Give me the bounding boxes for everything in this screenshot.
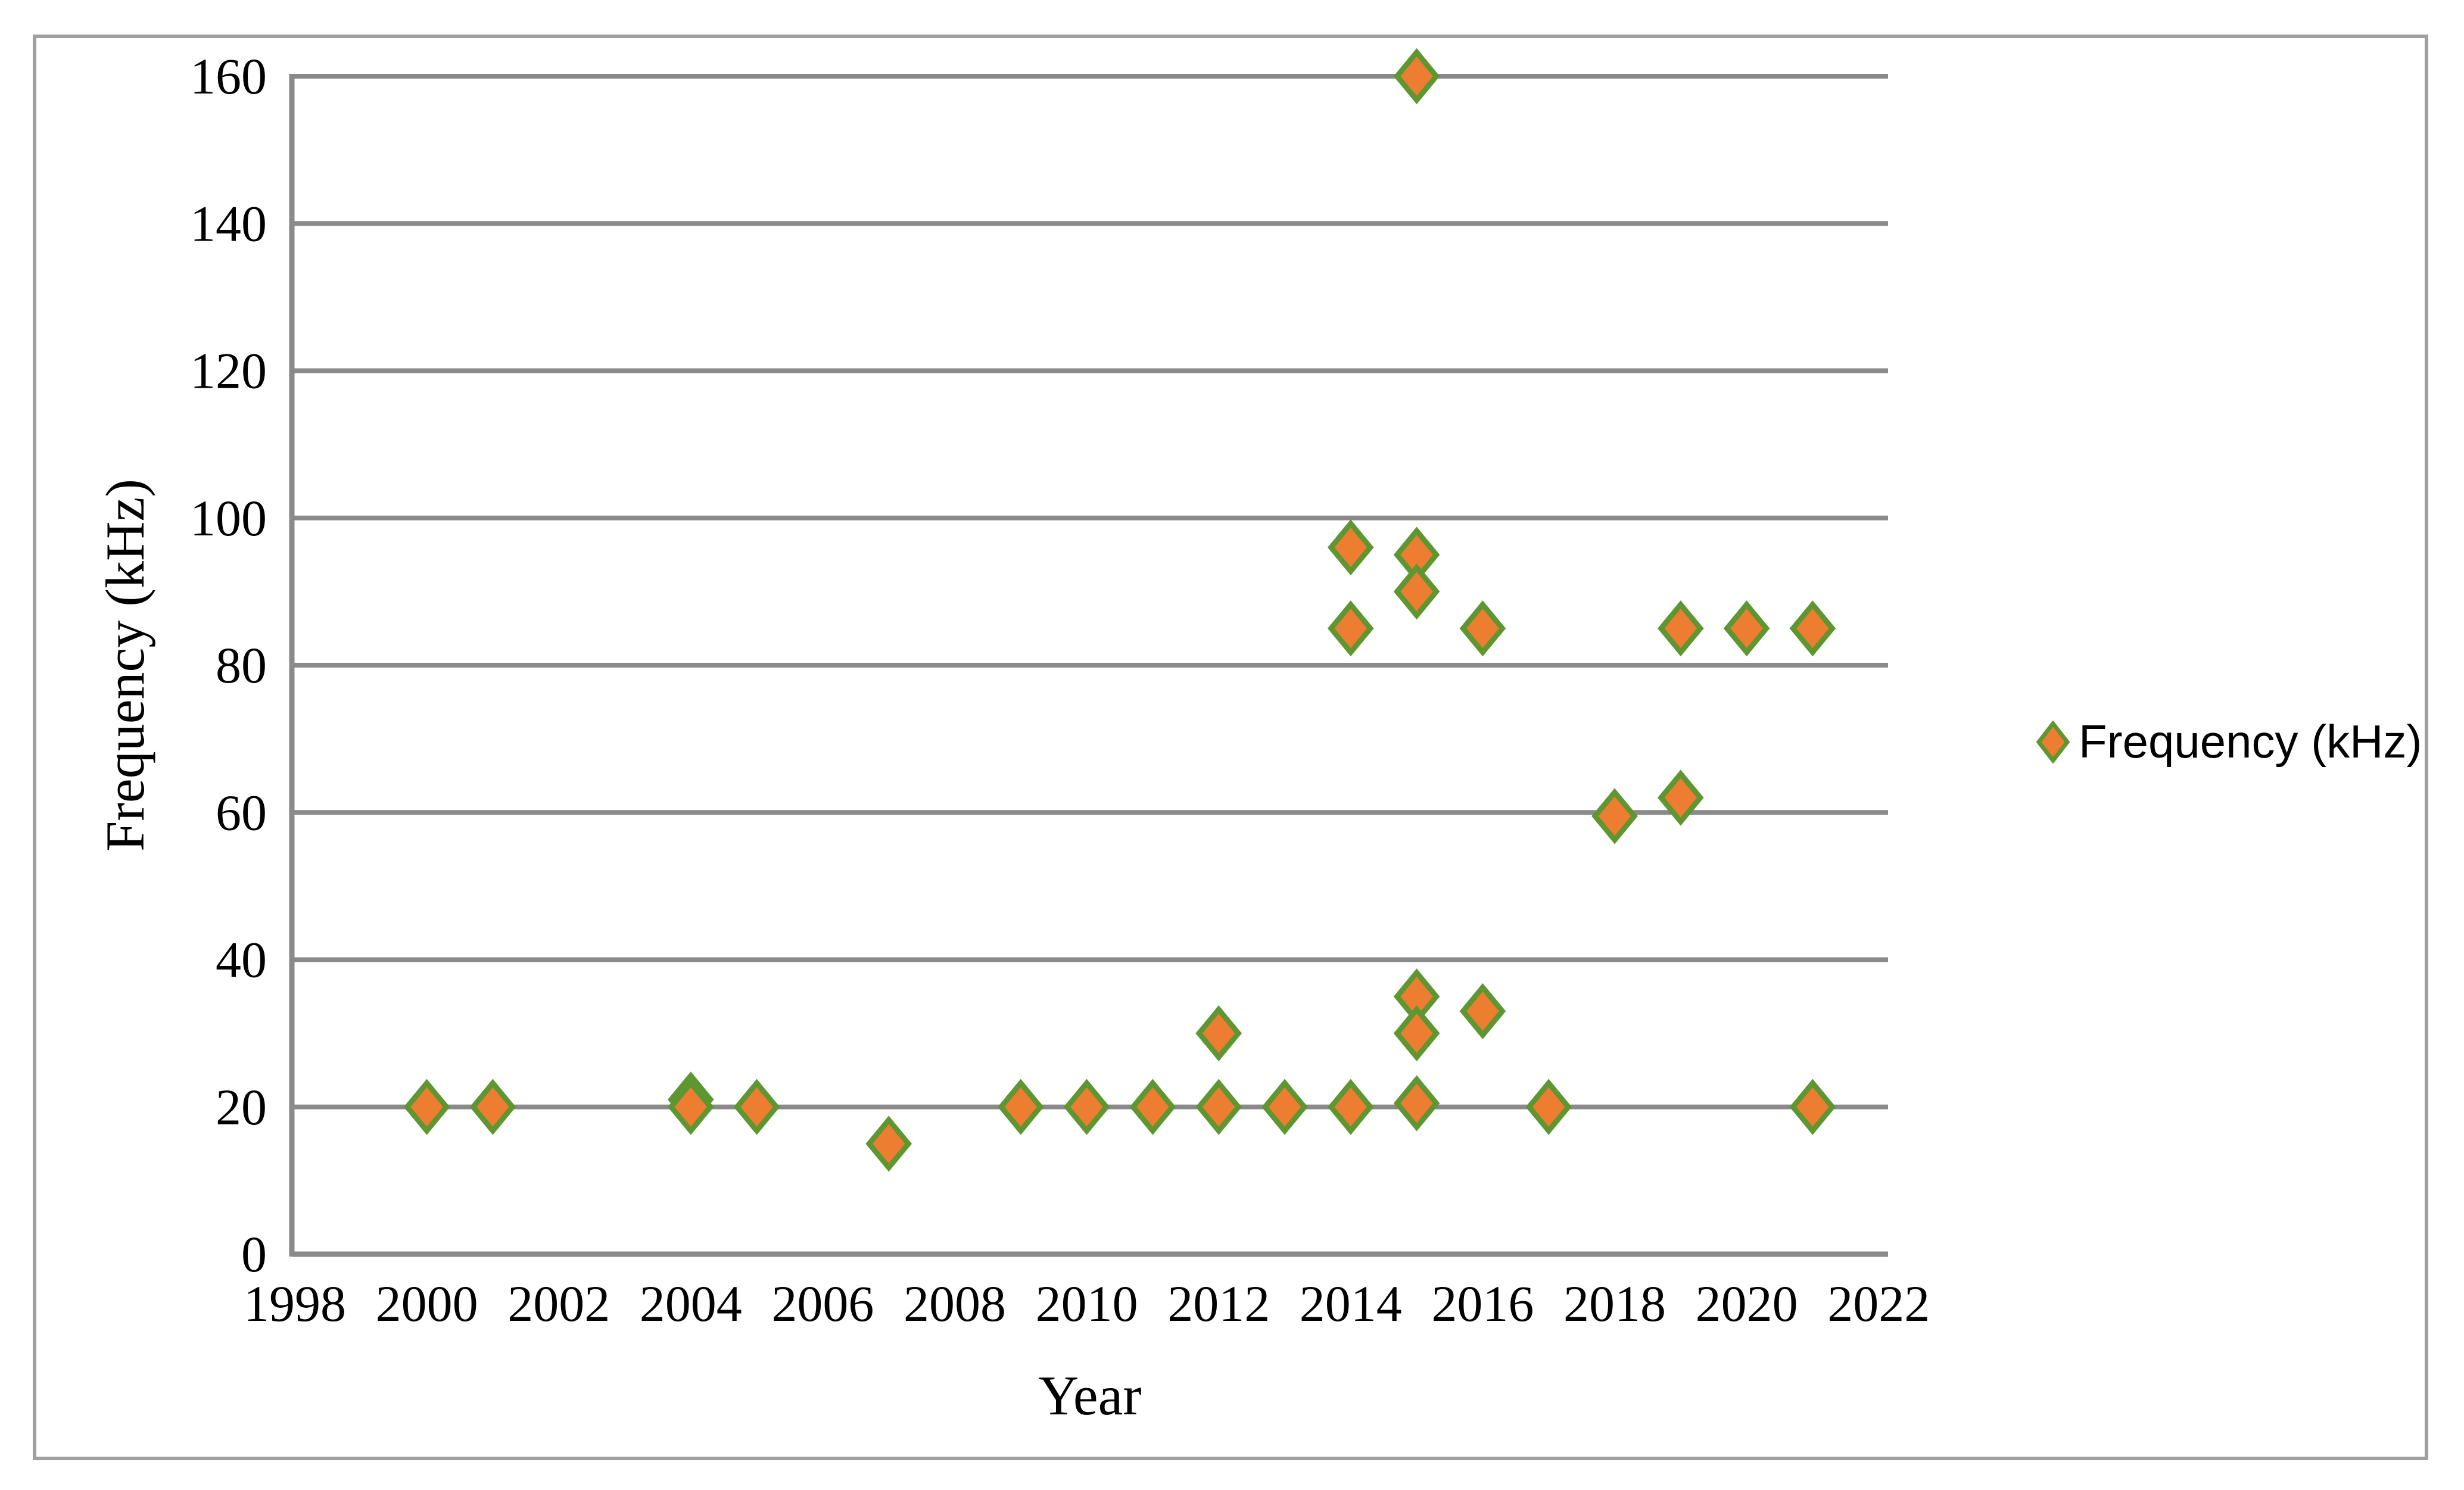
data-point-marker	[733, 1078, 780, 1135]
x-tick-label-2008: 2008	[904, 1275, 1006, 1332]
data-point-marker	[1393, 1075, 1440, 1131]
data-point-marker	[1657, 600, 1704, 657]
data-point-marker	[1723, 600, 1770, 657]
data-point-marker	[403, 1078, 450, 1135]
y-tick-label-120: 120	[190, 342, 267, 400]
x-tick-label-2022: 2022	[1827, 1275, 1930, 1332]
x-tick-label-2000: 2000	[376, 1275, 478, 1332]
data-point-marker	[1393, 1005, 1440, 1062]
y-tick-label-60: 60	[216, 784, 267, 841]
data-point-marker	[1327, 600, 1374, 657]
x-tick-label-2016: 2016	[1431, 1275, 1534, 1332]
y-tick-label-140: 140	[190, 195, 267, 252]
data-point-marker	[1657, 769, 1704, 826]
data-point-marker	[469, 1078, 516, 1135]
data-point-marker	[1327, 1078, 1374, 1135]
data-point-marker	[997, 1078, 1044, 1135]
y-tick-label-100: 100	[190, 490, 267, 547]
data-point-marker	[667, 1078, 714, 1135]
data-point-marker	[1789, 1078, 1836, 1135]
data-point-marker	[865, 1115, 912, 1172]
y-tick-label-40: 40	[216, 931, 267, 989]
legend-label: Frequency (kHz)	[2079, 715, 2422, 768]
data-point-marker	[1393, 563, 1440, 620]
y-tick-label-80: 80	[216, 637, 267, 694]
data-point-marker	[1525, 1078, 1572, 1135]
data-point-marker	[1459, 983, 1506, 1040]
data-point-marker	[1789, 600, 1836, 657]
data-point-marker	[1327, 519, 1374, 576]
data-point-marker	[1195, 1005, 1242, 1062]
x-tick-label-2020: 2020	[1696, 1275, 1798, 1332]
x-tick-label-2018: 2018	[1563, 1275, 1666, 1332]
chart-outer-border	[33, 35, 2428, 1460]
y-tick-label-20: 20	[216, 1078, 267, 1136]
x-tick-label-2010: 2010	[1036, 1275, 1138, 1332]
data-point-marker	[1261, 1078, 1308, 1135]
legend: Frequency (kHz)	[2036, 715, 2422, 769]
legend-diamond-icon	[2036, 720, 2070, 763]
y-tick-label-0: 0	[241, 1226, 267, 1283]
x-tick-label-2004: 2004	[640, 1275, 742, 1332]
data-point-marker	[1195, 1078, 1242, 1135]
data-point-marker	[1129, 1078, 1176, 1135]
y-axis-title-text: Frequency (kHz)	[95, 479, 155, 852]
data-point-marker	[1459, 600, 1506, 657]
data-point-marker	[1591, 788, 1638, 844]
x-tick-label-2002: 2002	[507, 1275, 610, 1332]
y-tick-label-160: 160	[190, 48, 267, 105]
x-tick-label-2006: 2006	[771, 1275, 874, 1332]
data-point-marker	[1063, 1078, 1110, 1135]
x-tick-label-2014: 2014	[1300, 1275, 1402, 1332]
x-axis-title: Year	[1038, 1365, 1142, 1427]
data-point-marker	[1393, 48, 1440, 105]
x-tick-label-1998: 1998	[244, 1275, 346, 1332]
x-tick-label-2012: 2012	[1167, 1275, 1270, 1332]
